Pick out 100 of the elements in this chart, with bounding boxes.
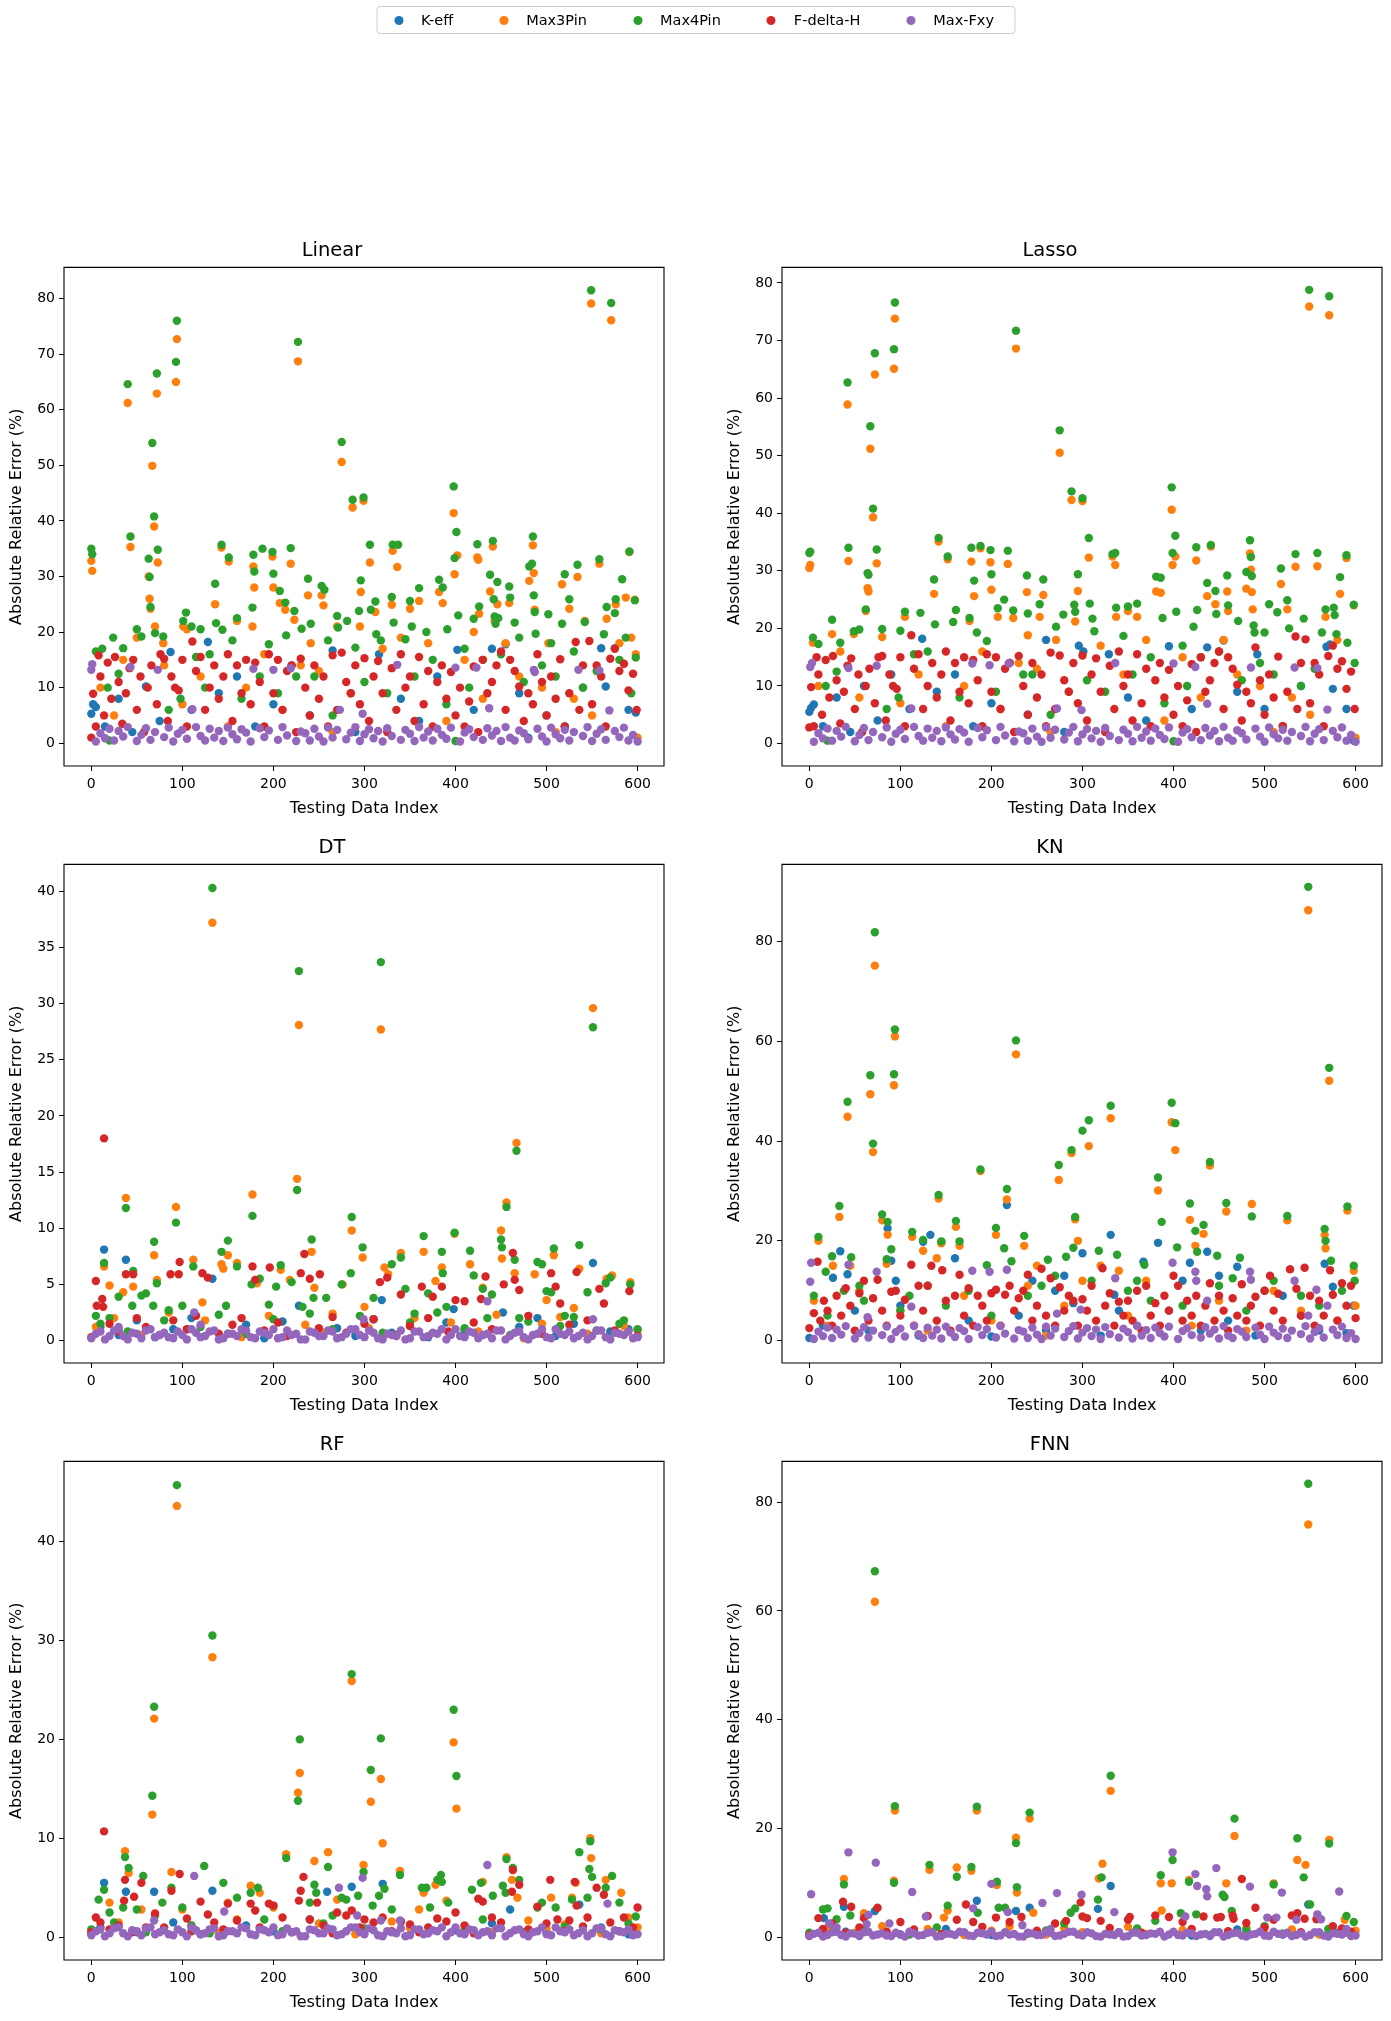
x-tick-label: 500 [1251, 1969, 1278, 1986]
x-tick-label: 100 [168, 775, 196, 792]
y-axis-title: Absolute Relative Error (%) [723, 1005, 743, 1222]
x-axis-title: Testing Data Index [1006, 797, 1157, 817]
x-tick-label: 200 [978, 1969, 1005, 1986]
y-tick-label: 50 [755, 446, 773, 463]
x-tick-label: 0 [86, 1372, 96, 1389]
chart-title: DT [318, 834, 346, 858]
y-tick-label: 70 [755, 331, 773, 348]
x-tick-label: 400 [442, 1372, 469, 1389]
x-tick-label: 400 [442, 1969, 469, 1986]
x-tick-label: 600 [1342, 1372, 1369, 1389]
x-tick-label: 600 [624, 1969, 651, 1986]
x-tick-label: 200 [260, 775, 287, 792]
y-axis-title: Absolute Relative Error (%) [5, 1005, 25, 1222]
legend-label: Max4Pin [659, 12, 721, 28]
y-tick-label: 10 [755, 676, 773, 693]
y-tick-label: 40 [755, 1710, 773, 1727]
y-tick-label: 60 [37, 400, 55, 417]
chart-title: FNN [1029, 1431, 1071, 1455]
x-tick-label: 300 [351, 1969, 378, 1986]
x-tick-label: 400 [442, 775, 469, 792]
legend-label: F-delta-H [793, 12, 861, 28]
y-tick-label: 60 [755, 1032, 773, 1049]
x-tick-label: 0 [86, 775, 96, 792]
y-tick-label: 35 [37, 938, 55, 955]
x-tick-label: 300 [1069, 775, 1096, 792]
y-tick-label: 40 [37, 1532, 55, 1549]
y-tick-label: 80 [755, 1492, 773, 1509]
legend-label: K-eff [420, 12, 454, 28]
legend-label: Max-Fxy [933, 12, 995, 28]
y-tick-label: 0 [46, 733, 55, 750]
y-tick-label: 60 [755, 388, 773, 405]
y-tick-label: 20 [37, 1106, 55, 1123]
x-tick-label: 100 [886, 1969, 914, 1986]
chart-title: RF [319, 1431, 345, 1455]
y-tick-label: 15 [37, 1162, 55, 1179]
y-tick-label: 40 [755, 1131, 773, 1148]
x-tick-label: 100 [168, 1969, 196, 1986]
y-tick-label: 30 [37, 567, 55, 584]
y-tick-label: 30 [755, 561, 773, 578]
y-tick-label: 10 [37, 1218, 55, 1235]
y-tick-label: 5 [46, 1275, 55, 1292]
y-tick-label: 0 [764, 1927, 773, 1944]
y-axis-title: Absolute Relative Error (%) [723, 1602, 743, 1819]
y-tick-label: 80 [755, 273, 773, 290]
y-tick-label: 20 [755, 1819, 773, 1836]
legend-label: Max3Pin [526, 12, 587, 28]
y-axis-title: Absolute Relative Error (%) [5, 1602, 25, 1819]
x-axis-title: Testing Data Index [1006, 1991, 1157, 2011]
x-tick-label: 400 [1160, 1372, 1187, 1389]
x-tick-label: 0 [804, 1969, 814, 1986]
x-tick-label: 0 [804, 775, 814, 792]
y-tick-label: 50 [37, 455, 55, 472]
y-tick-label: 25 [37, 1050, 55, 1067]
x-axis-title: Testing Data Index [288, 797, 439, 817]
x-tick-label: 500 [533, 1372, 560, 1389]
y-tick-label: 20 [37, 1730, 55, 1747]
x-tick-label: 500 [1251, 1372, 1278, 1389]
x-tick-label: 300 [1069, 1969, 1096, 1986]
y-tick-label: 80 [755, 932, 773, 949]
y-tick-label: 60 [755, 1601, 773, 1618]
x-tick-label: 600 [1342, 1969, 1369, 1986]
x-tick-label: 0 [804, 1372, 814, 1389]
y-tick-label: 0 [764, 1331, 773, 1348]
y-tick-label: 40 [755, 503, 773, 520]
x-tick-label: 400 [1160, 1969, 1187, 1986]
y-tick-label: 40 [37, 511, 55, 528]
x-tick-label: 300 [351, 1372, 378, 1389]
y-tick-label: 10 [37, 678, 55, 695]
x-tick-label: 200 [978, 1372, 1005, 1389]
x-tick-label: 500 [533, 775, 560, 792]
x-tick-label: 0 [86, 1969, 96, 1986]
x-tick-label: 500 [1251, 775, 1278, 792]
chart-title: KN [1036, 834, 1064, 858]
chart-title: Linear [301, 237, 364, 261]
chart-title: Lasso [1022, 237, 1078, 261]
x-tick-label: 200 [260, 1969, 287, 1986]
y-tick-label: 10 [37, 1828, 55, 1845]
y-tick-label: 20 [755, 1231, 773, 1248]
x-tick-label: 300 [1069, 1372, 1096, 1389]
y-tick-label: 30 [37, 1631, 55, 1648]
y-tick-label: 20 [755, 619, 773, 636]
y-tick-label: 0 [46, 1927, 55, 1944]
x-axis-title: Testing Data Index [288, 1991, 439, 2011]
x-tick-label: 100 [886, 775, 914, 792]
y-tick-label: 80 [37, 289, 55, 306]
x-tick-label: 200 [260, 1372, 287, 1389]
y-tick-label: 0 [46, 1331, 55, 1348]
x-tick-label: 600 [624, 775, 651, 792]
y-tick-label: 70 [37, 344, 55, 361]
x-tick-label: 100 [886, 1372, 914, 1389]
y-tick-label: 20 [37, 622, 55, 639]
x-tick-label: 300 [351, 775, 378, 792]
y-tick-label: 30 [37, 994, 55, 1011]
y-axis-title: Absolute Relative Error (%) [5, 408, 25, 625]
x-tick-label: 400 [1160, 775, 1187, 792]
x-tick-label: 600 [1342, 775, 1369, 792]
x-tick-label: 200 [978, 775, 1005, 792]
x-tick-label: 100 [168, 1372, 196, 1389]
